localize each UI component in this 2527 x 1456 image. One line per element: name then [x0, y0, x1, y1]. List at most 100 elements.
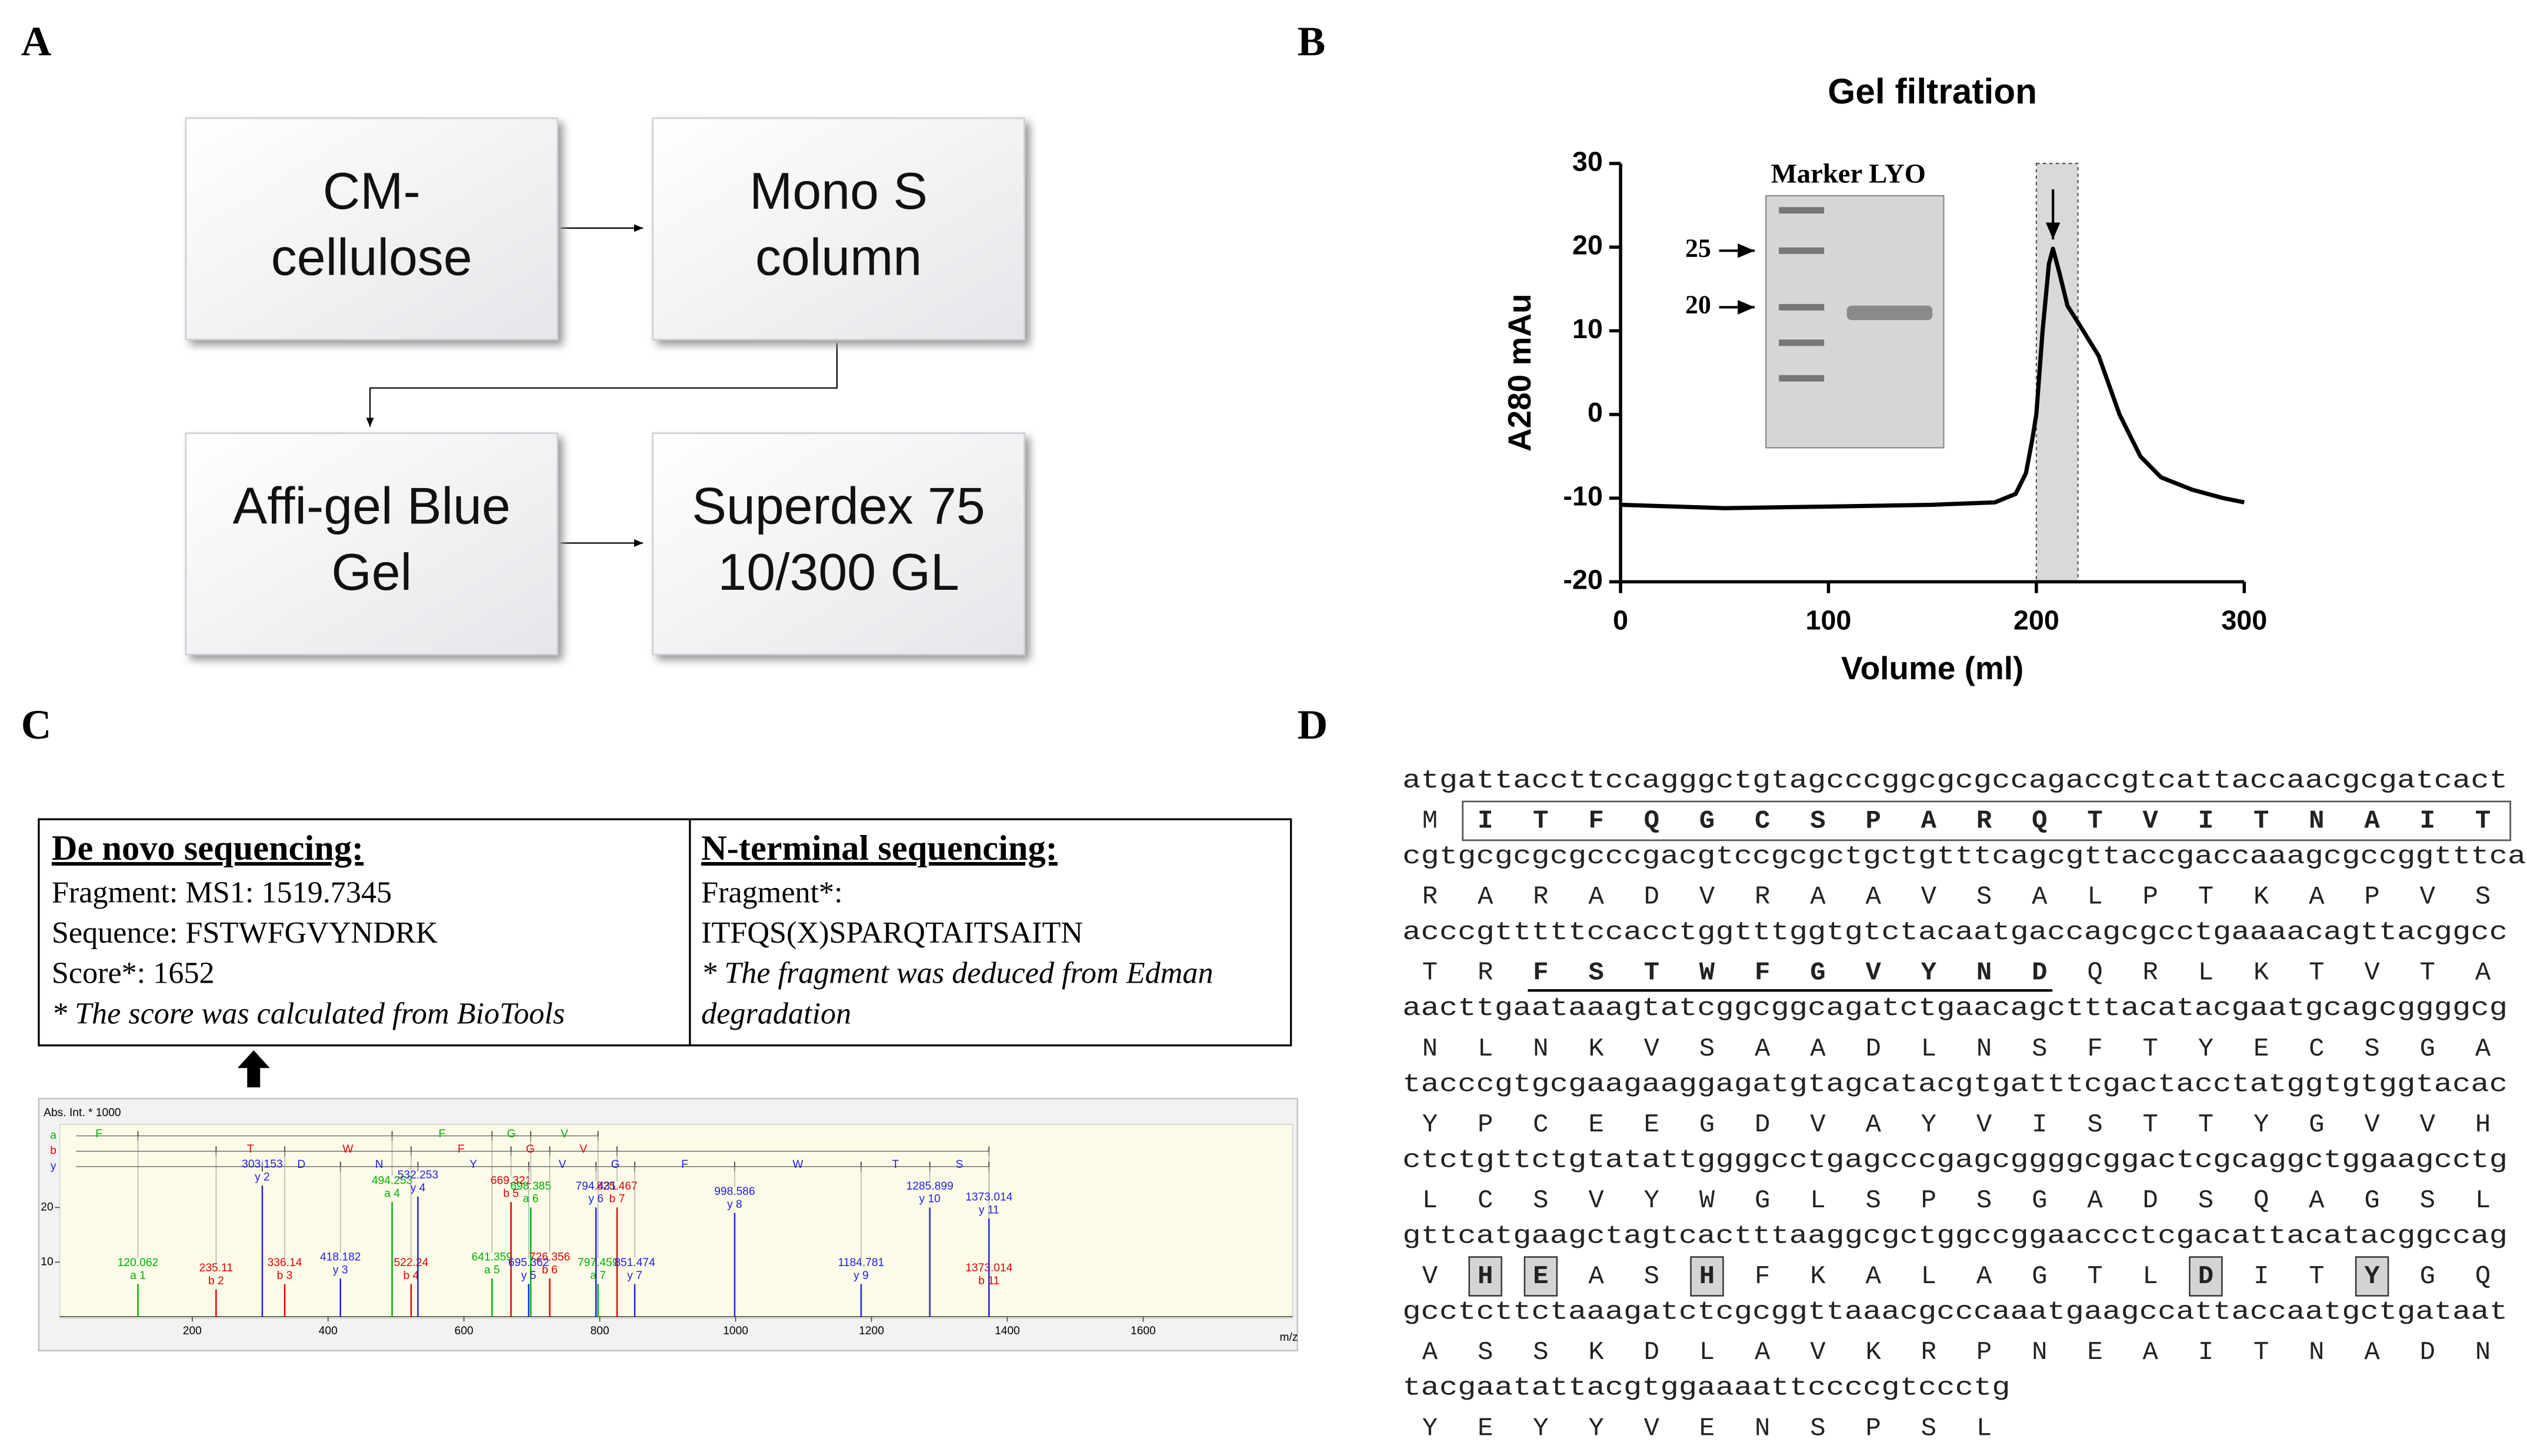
ladder-letter: W	[792, 1158, 804, 1171]
amino-acid: Y	[1921, 959, 1937, 988]
amino-acid: Y	[2364, 1262, 2380, 1291]
residue-highlight	[2189, 1256, 2223, 1297]
amino-acid: A	[2364, 1338, 2380, 1367]
note: * The fragment was deduced from Edman	[701, 957, 1213, 990]
peak-ion-label: b 3	[277, 1270, 293, 1282]
peak-mz-label: 494.253	[372, 1174, 412, 1187]
amino-acid: A	[1976, 1262, 1992, 1291]
sequence: atgattaccttccagggctgtagcccggcgcgccagaccg…	[1402, 766, 2526, 1443]
peak-ion-label: b 4	[404, 1270, 419, 1282]
peak-ion-label: y 4	[411, 1182, 426, 1194]
flow-label: 10/300 GL	[718, 543, 959, 601]
x-tick-label: 1400	[995, 1325, 1020, 1337]
peak-mz-label: 698.385	[511, 1180, 551, 1193]
amino-acid: F	[1533, 959, 1548, 988]
amino-acid: F	[1755, 1262, 1770, 1291]
amino-acid: A	[1422, 1338, 1438, 1367]
gel-image	[1765, 195, 1945, 449]
table-border	[38, 818, 1292, 1047]
amino-acid: C	[1533, 1110, 1548, 1140]
amino-acid: Q	[2475, 1262, 2491, 1291]
amino-acid: E	[1644, 1110, 1659, 1140]
amino-acid: E	[1588, 1110, 1603, 1140]
ladder-letter: G	[611, 1158, 620, 1171]
peak-ion-label: y 11	[979, 1204, 999, 1216]
amino-acid: D	[2420, 1338, 2435, 1367]
ion-series-label: b	[50, 1145, 56, 1157]
flow-box	[652, 117, 1025, 340]
amino-acid: A	[2032, 883, 2048, 912]
amino-acid: G	[1699, 807, 1715, 836]
amino-acid: Y	[2253, 1110, 2269, 1140]
flow-arrows	[366, 224, 838, 547]
amino-acid: S	[1533, 1186, 1548, 1215]
dna-line: cgtgcgcgcgcccgacgtccgcgctgctgtttcagcgtta…	[1402, 842, 2526, 871]
flow-box	[185, 432, 559, 656]
amino-acid: A	[1865, 1110, 1881, 1140]
peak-mz-label: 303.153	[242, 1158, 282, 1171]
amino-acid: D	[1644, 883, 1659, 912]
amino-acid: A	[1755, 1034, 1771, 1064]
peak-ion-label: y 9	[854, 1270, 869, 1282]
amino-acid: N	[1976, 1034, 1992, 1064]
peak-mz-label: 851.474	[614, 1257, 655, 1269]
amino-acid: S	[1644, 1262, 1659, 1291]
amino-acid: A	[1588, 883, 1604, 912]
amino-acid: S	[2198, 1186, 2213, 1215]
x-tick-label: 400	[319, 1325, 338, 1337]
peak-mz-label: 532.253	[398, 1169, 438, 1181]
amino-acid: M	[1422, 807, 1438, 836]
amino-acid: N	[1755, 1414, 1770, 1443]
amino-acid: I	[2198, 807, 2213, 836]
amino-acid: L	[2198, 959, 2213, 988]
amino-acid: D	[2032, 959, 2047, 988]
amino-acid: D	[1644, 1338, 1659, 1367]
amino-acid: P	[2143, 883, 2158, 912]
peak-ion-label: b 5	[503, 1187, 519, 1200]
gel-chart: Gel filtration 0 100 200 300 -20 -10 0 10 20 30 Vol…	[1501, 71, 2267, 686]
peak-ion-label: y 5	[521, 1270, 536, 1282]
amino-acid: T	[1533, 807, 1548, 836]
amino-acid: S	[1699, 1034, 1715, 1064]
amino-acid: C	[2309, 1034, 2324, 1064]
amino-acid: V	[2420, 883, 2436, 912]
peak-mz-label: 695.362	[508, 1257, 549, 1269]
amino-acid: C	[1478, 1186, 1493, 1215]
amino-acid: Y	[2198, 1034, 2213, 1064]
amino-acid: Y	[1644, 1186, 1659, 1215]
x-tick-label: 300	[2221, 605, 2267, 635]
amino-acid: F	[1755, 959, 1770, 988]
peak-ion-label: a 5	[484, 1264, 500, 1277]
x-tick-label: 0	[1613, 605, 1628, 635]
amino-acid: V	[1976, 1110, 1992, 1140]
amino-acid: S	[1976, 1186, 1992, 1215]
ladder-letter: W	[342, 1143, 354, 1156]
amino-acid: T	[2253, 807, 2269, 836]
amino-acid: T	[1422, 959, 1438, 988]
peak-ion-label: y 7	[627, 1270, 642, 1282]
peak-ion-label: y 3	[333, 1264, 348, 1277]
x-tick-label: 1600	[1131, 1325, 1156, 1337]
marker-band	[1779, 207, 1825, 214]
amino-acid: V	[1699, 883, 1715, 912]
amino-acid: A	[1865, 883, 1881, 912]
flow-label: Gel	[331, 543, 412, 601]
flow-label: cellulose	[271, 228, 472, 286]
amino-acid: G	[2420, 1034, 2435, 1064]
amino-acid: P	[1478, 1110, 1493, 1140]
amino-acid: E	[1478, 1414, 1493, 1443]
chart-title: Gel filtration	[1828, 71, 2037, 111]
dna-line: gcctcttctaaagatctcgcggttaaacgcccaaatgaag…	[1402, 1298, 2508, 1327]
x-tick-label: 800	[591, 1325, 609, 1337]
panel-label: D	[1298, 702, 1328, 748]
peak-ion-label: b 7	[609, 1193, 625, 1205]
amino-acid: A	[1921, 807, 1937, 836]
flowchart: CM-cellulose Mono S column Affi-gel Blue Gel…	[185, 117, 1025, 656]
amino-acid: N	[2309, 1338, 2324, 1367]
amino-acid: Y	[1422, 1414, 1438, 1443]
y-tick-label: 20	[1572, 230, 1603, 261]
amino-acid: K	[1810, 1262, 1826, 1291]
residue-highlight	[1468, 1256, 1502, 1297]
amino-acid: S	[2032, 1034, 2047, 1064]
